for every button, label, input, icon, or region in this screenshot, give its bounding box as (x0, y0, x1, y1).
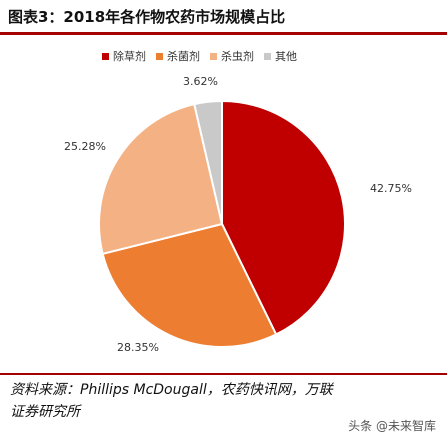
legend-item: 杀虫剂 (210, 48, 254, 64)
legend-swatch (156, 52, 163, 60)
legend-label: 其他 (275, 50, 297, 63)
data-label: 42.75% (370, 182, 412, 195)
pie-chart: 42.75% 28.35% 25.28% 3.62% (64, 75, 412, 354)
source-divider (0, 373, 447, 375)
data-label: 25.28% (64, 140, 106, 153)
title-bar: 图表3：2018年各作物农药市场规模占比 (0, 0, 447, 35)
chart-legend: 除草剂 杀菌剂 杀虫剂 其他 (102, 47, 307, 65)
pie-slice (221, 99, 347, 336)
pie-slice (193, 99, 223, 225)
chart-title: 图表3：2018年各作物农药市场规模占比 (8, 8, 286, 26)
legend-item: 其他 (264, 48, 297, 64)
pie-slice (98, 102, 224, 256)
source-note: 资料来源：Phillips McDougall，农药快讯网，万联证券研究所 (10, 382, 333, 420)
watermark: 头条 @未来智库 (345, 416, 439, 435)
data-label: 3.62% (183, 75, 218, 88)
legend-item: 杀菌剂 (156, 48, 200, 64)
data-label: 28.35% (117, 341, 159, 354)
legend-swatch (210, 52, 217, 60)
legend-label: 除草剂 (113, 50, 146, 63)
legend-swatch (102, 52, 109, 60)
legend-label: 杀虫剂 (221, 50, 254, 63)
legend-item: 除草剂 (102, 48, 146, 64)
pie-slice (101, 222, 278, 348)
legend-label: 杀菌剂 (167, 50, 200, 63)
pie-chart-area: 42.75% 28.35% 25.28% 3.62% (0, 36, 447, 370)
legend-swatch (264, 52, 271, 60)
